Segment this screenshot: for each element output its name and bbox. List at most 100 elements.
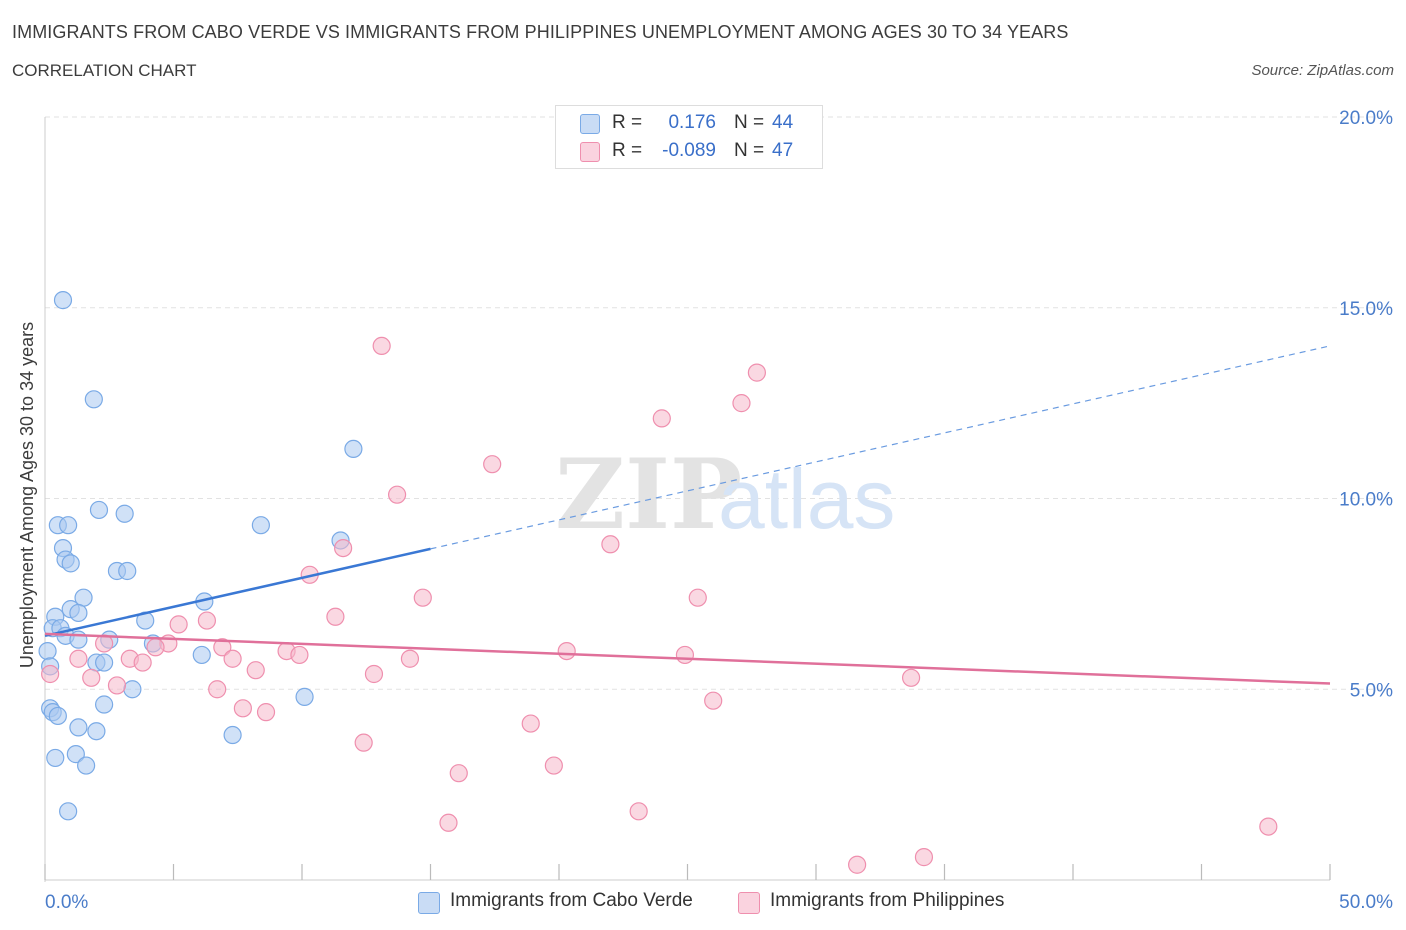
cabo-verde-point	[87, 722, 106, 741]
philippines-point	[208, 680, 227, 699]
philippines-point	[449, 764, 468, 783]
chart-title: IMMIGRANTS FROM CABO VERDE VS IMMIGRANTS…	[12, 22, 1069, 42]
philippines-point	[169, 615, 188, 634]
cabo-verde-point	[77, 756, 96, 775]
cabo-verde-point	[118, 561, 137, 581]
y-tick-label: 15.0%	[1339, 299, 1393, 320]
cabo-verde-point	[89, 500, 109, 520]
philippines-point	[326, 607, 345, 626]
philippines-point	[732, 394, 751, 413]
philippines-point	[688, 588, 707, 607]
cabo-verde-point	[344, 439, 363, 459]
philippines-point	[914, 848, 934, 867]
cabo-verde-point	[38, 641, 57, 661]
philippines-trend-line	[44, 632, 1331, 685]
legend-n-label: N =	[734, 140, 765, 161]
cabo-verde-point	[69, 630, 88, 649]
legend-n-label: N =	[734, 112, 765, 133]
philippines-point	[41, 664, 60, 684]
cabo-verde-point	[46, 748, 65, 768]
philippines-point	[1259, 817, 1278, 836]
cabo-verde-point	[66, 745, 85, 764]
philippines-point	[364, 664, 384, 684]
philippines-point	[521, 714, 540, 733]
x-tick-labels: 0.0% 50.0%	[45, 892, 1393, 913]
philippines-point	[652, 409, 671, 428]
philippines-point	[213, 638, 232, 657]
chart-subtitle: CORRELATION CHART	[12, 61, 197, 80]
philippines-point	[233, 699, 252, 718]
philippines-point	[146, 638, 165, 657]
watermark-zip: ZIP	[555, 438, 742, 551]
cabo-verde-point	[53, 291, 73, 310]
philippines-point	[848, 855, 867, 874]
y-axis-label: Unemployment Among Ages 30 to 34 years	[17, 322, 37, 668]
cabo-verde-point	[192, 645, 211, 665]
philippines-point	[246, 661, 265, 680]
philippines-point	[197, 611, 217, 630]
stats-legend: R = 0.176 N = 44 R = -0.089 N = 47	[555, 105, 823, 169]
legend-label-philippines: Immigrants from Philippines	[770, 890, 1005, 911]
cabo-verde-point	[295, 687, 314, 706]
x-tick-label: 50.0%	[1339, 892, 1393, 913]
legend-r-value: -0.089	[662, 140, 716, 161]
philippines-point	[544, 756, 563, 775]
cabo-verde-point	[95, 653, 114, 672]
legend-swatch-philippines	[580, 142, 600, 162]
philippines-point	[400, 649, 420, 668]
cabo-verde-point	[59, 516, 78, 535]
cabo-verde-point	[48, 706, 67, 726]
grid-lines	[45, 116, 1395, 690]
philippines-point	[557, 641, 576, 661]
cabo-verde-point	[61, 554, 80, 573]
philippines-point	[901, 668, 921, 687]
cabo-verde-point	[251, 516, 270, 535]
x-tick-label: 0.0%	[45, 892, 88, 913]
philippines-point	[675, 645, 695, 665]
philippines-point	[290, 645, 309, 665]
philippines-point	[483, 455, 502, 474]
legend-label-cabo-verde: Immigrants from Cabo Verde	[450, 890, 693, 911]
watermark-atlas: atlas	[718, 452, 895, 546]
cabo-verde-trend-line	[44, 547, 431, 638]
legend-n-value: 47	[772, 140, 794, 161]
philippines-point	[256, 703, 276, 722]
legend-swatch-cabo-verde	[580, 114, 600, 134]
philippines-point	[439, 813, 458, 832]
philippines-point	[601, 535, 620, 554]
philippines-point	[354, 733, 373, 752]
philippines-point	[133, 653, 152, 672]
legend-r-label: R =	[612, 112, 643, 133]
philippines-point	[387, 485, 407, 504]
legend-swatch-cabo-verde	[418, 892, 440, 914]
cabo-verde-point	[123, 680, 142, 699]
cabo-verde-point	[59, 802, 78, 821]
philippines-point	[82, 668, 101, 687]
trend-lines	[44, 345, 1331, 685]
y-tick-label: 20.0%	[1339, 108, 1393, 129]
y-tick-label: 5.0%	[1350, 680, 1393, 701]
legend-swatch-philippines	[738, 892, 760, 914]
cabo-verde-point	[69, 603, 88, 623]
philippines-point	[704, 691, 723, 710]
cabo-verde-point	[69, 718, 88, 737]
philippines-point	[69, 649, 88, 668]
cabo-verde-point	[84, 390, 103, 409]
philippines-point	[223, 649, 242, 668]
cabo-verde-point	[115, 504, 134, 523]
legend-r-value: 0.176	[668, 112, 716, 133]
philippines-point	[747, 363, 766, 382]
philippines-point	[107, 676, 127, 695]
cabo-verde-point	[223, 725, 242, 745]
y-tick-label: 10.0%	[1339, 490, 1393, 511]
watermark: ZIP atlas	[555, 438, 895, 551]
philippines-point	[372, 336, 391, 355]
philippines-point	[334, 538, 353, 558]
legend-r-label: R =	[612, 140, 643, 161]
axes	[44, 117, 1331, 882]
cabo-verde-point	[95, 695, 114, 714]
y-tick-labels: 5.0% 10.0% 15.0% 20.0%	[1339, 108, 1393, 701]
data-points	[38, 291, 1278, 874]
series-legend: Immigrants from Cabo Verde Immigrants fr…	[0, 890, 1406, 916]
